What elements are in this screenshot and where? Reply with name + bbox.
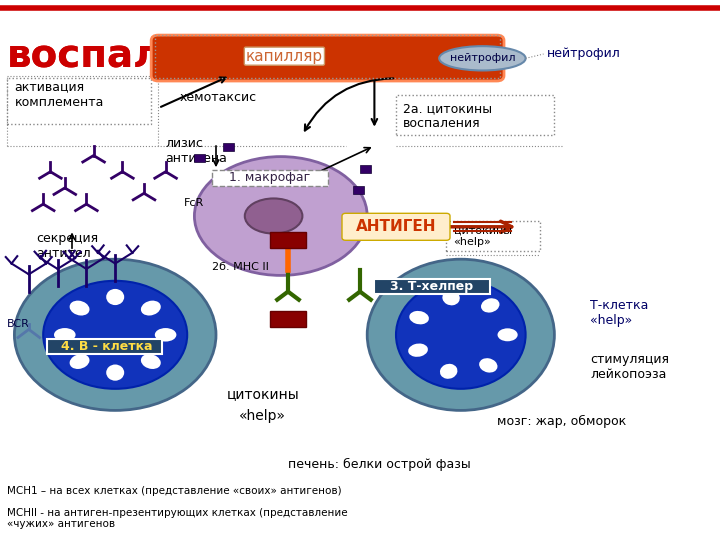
Ellipse shape (155, 328, 176, 342)
Bar (194, 154, 205, 162)
Ellipse shape (141, 354, 161, 369)
Text: Т-клетка
«help»: Т-клетка «help» (590, 299, 649, 327)
Bar (212, 170, 328, 186)
Text: МСН1 – на всех клетках (представление «своих» антигенов): МСН1 – на всех клетках (представление «с… (7, 487, 342, 496)
Ellipse shape (439, 46, 526, 71)
FancyBboxPatch shape (151, 35, 504, 81)
Text: МСНII - на антиген-презентирующих клетках (представление
«чужих» антигенов: МСНII - на антиген-презентирующих клетка… (7, 508, 348, 529)
Ellipse shape (141, 301, 161, 315)
Bar (446, 221, 540, 251)
Text: 2б. МНС II: 2б. МНС II (212, 262, 269, 272)
Text: активация
комплемента: активация комплемента (14, 80, 104, 109)
Bar (223, 143, 234, 151)
FancyBboxPatch shape (342, 213, 450, 240)
Ellipse shape (107, 289, 125, 305)
Ellipse shape (498, 328, 518, 341)
Ellipse shape (440, 364, 457, 379)
Text: печень: белки острой фазы: печень: белки острой фазы (288, 458, 471, 471)
Ellipse shape (194, 157, 367, 275)
Ellipse shape (245, 198, 302, 233)
Text: АНТИГЕН: АНТИГЕН (356, 219, 436, 234)
Bar (360, 165, 371, 173)
Text: воспаление: воспаление (7, 38, 269, 76)
Text: нейтрофил: нейтрофил (450, 53, 515, 63)
Text: лизис
антигена: лизис антигена (166, 137, 228, 165)
Bar (396, 94, 554, 135)
Text: 4. В - клетка: 4. В - клетка (60, 340, 153, 353)
Bar (7, 78, 151, 124)
Text: цитокины: цитокины (226, 387, 300, 401)
Text: секреция
антител: секреция антител (36, 232, 98, 260)
Text: BCR: BCR (7, 319, 30, 329)
Text: нейтрофил: нейтрофил (547, 48, 621, 60)
Bar (374, 279, 490, 294)
Bar (47, 339, 162, 354)
Ellipse shape (481, 298, 500, 313)
Ellipse shape (54, 328, 76, 342)
Ellipse shape (367, 259, 554, 410)
Text: воспаление: воспаление (7, 38, 269, 76)
Ellipse shape (479, 358, 498, 373)
Text: хемотаксис: хемотаксис (180, 91, 257, 104)
Text: 2а. цитокины
воспаления: 2а. цитокины воспаления (403, 102, 492, 130)
Ellipse shape (409, 311, 429, 325)
Ellipse shape (408, 343, 428, 357)
Ellipse shape (70, 301, 89, 315)
Bar (270, 310, 306, 327)
Ellipse shape (14, 259, 216, 410)
Bar (270, 232, 306, 248)
Text: 3. Т-хелпер: 3. Т-хелпер (390, 280, 474, 293)
Ellipse shape (396, 281, 526, 389)
Text: FcR: FcR (184, 198, 204, 208)
Text: 1. макрофаг: 1. макрофаг (230, 171, 310, 184)
Text: «help»: «help» (239, 409, 287, 423)
Ellipse shape (442, 291, 460, 305)
Ellipse shape (107, 364, 125, 381)
Bar (353, 186, 364, 194)
Text: мозг: жар, обморок: мозг: жар, обморок (497, 415, 626, 428)
Text: цитокины
«help»: цитокины «help» (454, 225, 512, 247)
Ellipse shape (43, 281, 187, 389)
Text: стимуляция
лейкопоэза: стимуляция лейкопоэза (590, 353, 670, 381)
Ellipse shape (70, 354, 89, 369)
Text: капилляр: капилляр (246, 49, 323, 64)
Bar (155, 35, 500, 78)
